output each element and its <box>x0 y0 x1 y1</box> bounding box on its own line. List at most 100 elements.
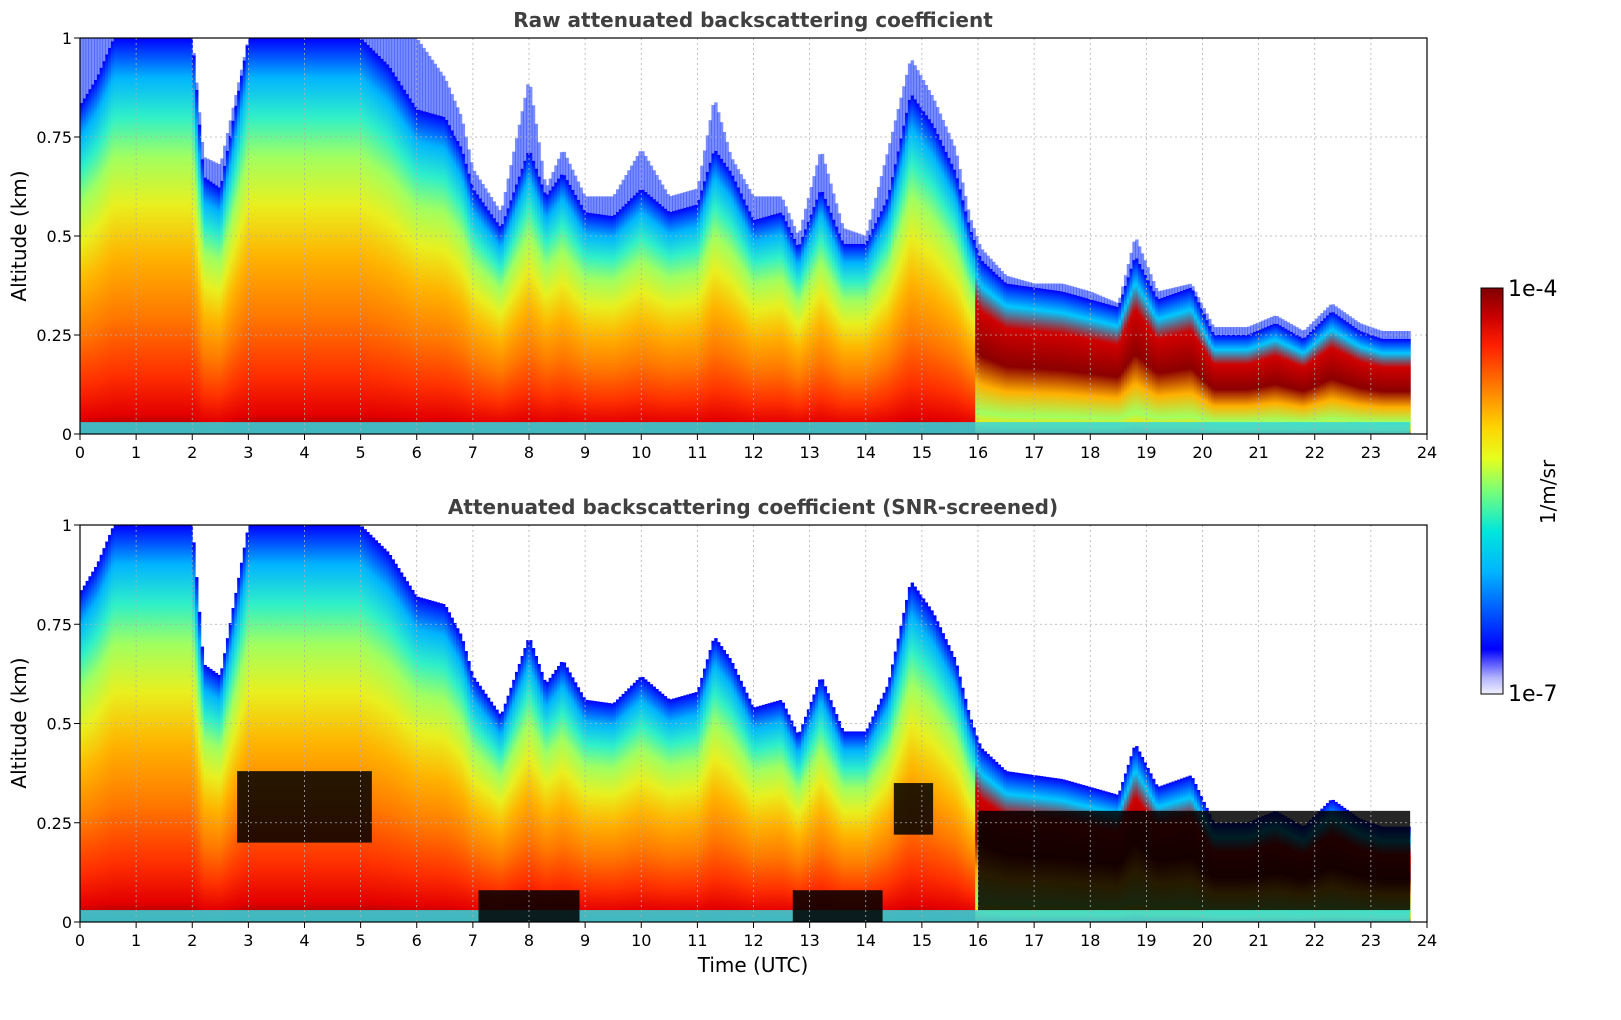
heatmap-column <box>374 540 379 922</box>
noise-fringe <box>242 57 247 61</box>
x-tick-label: 18 <box>1080 443 1100 462</box>
noise-fringe <box>809 186 814 215</box>
heatmap-column <box>784 221 788 434</box>
heatmap-column <box>615 212 620 434</box>
noise-fringe <box>200 141 205 160</box>
heatmap-column <box>450 617 454 922</box>
heatmap-column <box>391 72 395 434</box>
y-tick-label: 0.75 <box>36 128 72 147</box>
heatmap-column <box>234 105 238 434</box>
noise-fringe <box>1056 283 1060 291</box>
heatmap-column <box>958 676 962 922</box>
heatmap-column <box>200 646 205 922</box>
heatmap-column <box>175 525 179 922</box>
noise-fringe <box>1328 304 1333 313</box>
heatmap-column <box>110 41 115 435</box>
heatmap-column <box>848 731 853 922</box>
heatmap-column <box>792 238 797 434</box>
noise-fringe <box>812 176 816 208</box>
heatmap-column <box>514 671 519 922</box>
heatmap-column <box>1261 328 1265 434</box>
heatmap-column <box>520 656 524 922</box>
heatmap-column <box>1222 335 1226 434</box>
noise-fringe <box>994 264 999 275</box>
raw-backscatter-panel: Raw attenuated backscattering coefficien… <box>7 8 1437 462</box>
heatmap-column <box>621 693 626 922</box>
x-tick-label: 6 <box>412 443 422 462</box>
heatmap-column <box>1376 337 1380 434</box>
heatmap-column <box>761 217 766 434</box>
heatmap-column <box>969 719 973 922</box>
heatmap-column <box>517 176 522 434</box>
heatmap-column <box>632 195 637 434</box>
heatmap-column <box>837 721 842 922</box>
noise-fringe <box>1320 313 1324 321</box>
heatmap-column <box>700 677 704 922</box>
noise-fringe <box>1267 318 1271 327</box>
heatmap-column <box>672 211 676 434</box>
heatmap-column <box>551 186 555 434</box>
heatmap-column <box>1151 291 1156 434</box>
heatmap-column <box>1042 288 1046 434</box>
noise-fringe <box>745 184 749 206</box>
heatmap-column <box>161 525 165 922</box>
heatmap-column <box>110 528 115 922</box>
noise-fringe <box>1351 318 1355 327</box>
noise-fringe <box>840 223 844 241</box>
heatmap-column <box>818 679 822 922</box>
heatmap-column <box>332 38 336 434</box>
heatmap-column <box>537 663 541 922</box>
heatmap-column <box>312 525 317 922</box>
heatmap-column <box>871 716 875 922</box>
heatmap-column <box>888 189 892 434</box>
noise-fringe <box>206 158 210 180</box>
heatmap-column <box>391 559 395 922</box>
x-tick-label: 19 <box>1136 931 1156 950</box>
heatmap-column <box>745 205 749 434</box>
noise-fringe <box>644 156 648 193</box>
noise-fringe <box>1238 327 1243 335</box>
x-tick-label: 2 <box>187 443 197 462</box>
heatmap-column <box>369 534 373 922</box>
heatmap-column <box>1370 335 1375 434</box>
noise-fringe <box>1337 308 1341 317</box>
noise-fringe <box>975 236 979 248</box>
heatmap-column <box>739 193 743 434</box>
heatmap-column <box>660 206 665 434</box>
heatmap-column <box>753 219 757 434</box>
heatmap-column <box>1303 337 1307 434</box>
heatmap-column <box>231 607 235 922</box>
heatmap-column <box>1101 302 1105 434</box>
x-tick-label: 2 <box>187 931 197 950</box>
heatmap-column <box>1107 304 1111 434</box>
heatmap-column <box>733 181 738 434</box>
heatmap-column <box>677 209 682 434</box>
noise-fringe <box>804 208 808 230</box>
noise-fringe <box>1309 324 1313 333</box>
heatmap-column <box>663 208 668 434</box>
heatmap-column <box>955 178 959 434</box>
heatmap-column <box>1267 326 1271 434</box>
heatmap-column <box>739 680 743 922</box>
heatmap-column <box>686 694 690 922</box>
noise-fringe <box>731 159 735 176</box>
heatmap-column <box>759 218 763 434</box>
noise-fringe <box>110 38 115 42</box>
noise-fringe <box>708 120 713 163</box>
noise-fringe <box>958 169 962 190</box>
heatmap-column <box>705 659 710 922</box>
heatmap-column <box>1230 335 1234 434</box>
noise-fringe <box>529 86 533 153</box>
heatmap-column <box>136 38 140 434</box>
heatmap-column <box>500 711 505 922</box>
heatmap-column <box>1112 306 1117 434</box>
heatmap-column <box>705 171 710 435</box>
heatmap-column <box>335 525 339 922</box>
heatmap-column <box>604 215 609 434</box>
noise-fringe <box>700 165 704 191</box>
noise-fringe <box>753 196 757 220</box>
heatmap-column <box>677 696 682 922</box>
heatmap-column <box>778 212 783 434</box>
heatmap-column <box>141 525 146 922</box>
